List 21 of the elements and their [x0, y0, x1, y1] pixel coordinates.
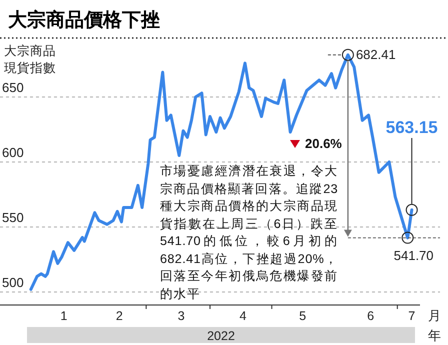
annotation: 541.70 — [394, 248, 434, 263]
x-tick-label: 2 — [116, 309, 123, 323]
annotation: 20.6% — [305, 136, 342, 151]
text: 2022 — [207, 329, 235, 343]
y-tick-label: 600 — [2, 145, 24, 160]
y-tick-label: 550 — [2, 210, 24, 225]
y-tick-label: 500 — [2, 275, 24, 290]
annotation: 市場憂慮經濟潛在衰退，令大宗商品價格顯著回落。追蹤23種大宗商品價格的大宗商品現貨指數在上周三（6日）跌至541.70的低位，較6月初的682.41高位，下挫超過20%，回落至今年初俄烏危機爆發前的水平 — [160, 163, 338, 302]
x-tick-label: 3 — [178, 309, 185, 323]
x-tick-label: 6 — [367, 309, 374, 323]
y-tick-label: 650 — [2, 80, 24, 95]
text: 年 — [428, 328, 441, 343]
chart-title: 大宗商品價格下挫 — [8, 9, 160, 31]
x-tick-label: 5 — [299, 309, 306, 323]
x-tick-label: 1 — [60, 309, 68, 323]
annotation: 682.41 — [356, 46, 396, 62]
x-axis-title: 月 — [428, 308, 441, 323]
x-tick-label: 4 — [239, 309, 246, 323]
x-tick-label: 7 — [408, 309, 416, 323]
y-axis-title: 大宗商品現貨指數 — [4, 43, 56, 75]
annotation: 563.15 — [386, 118, 438, 137]
